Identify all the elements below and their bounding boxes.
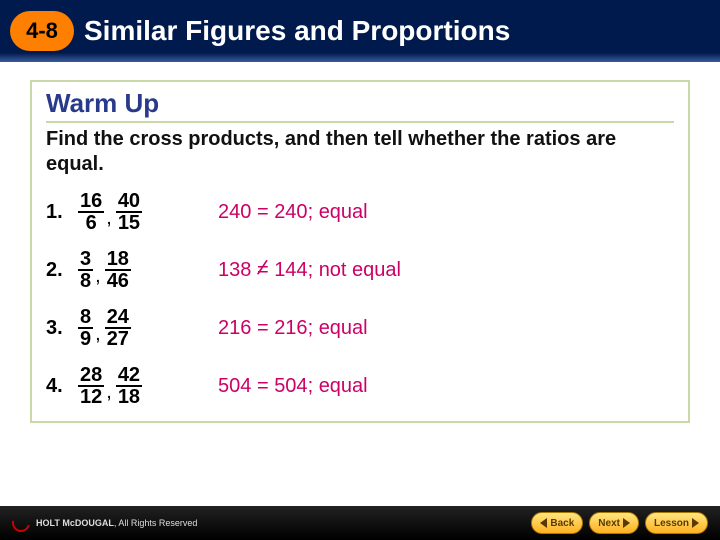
- back-label: Back: [550, 518, 574, 529]
- relation: =: [257, 201, 269, 223]
- relation: =: [257, 375, 269, 397]
- numerator: 28: [78, 365, 104, 387]
- fraction: 28 12: [78, 365, 104, 407]
- next-label: Next: [598, 518, 620, 529]
- problem-row: 1. 16 6 , 40 15 240 = 240; equal: [46, 191, 674, 233]
- fraction: 40 15: [116, 191, 142, 233]
- fraction: 24 27: [105, 307, 131, 349]
- problem-ratios: 8 9 , 24 27: [78, 307, 218, 349]
- content-panel: Warm Up Find the cross products, and the…: [30, 80, 690, 423]
- separator: ,: [106, 365, 112, 404]
- answer-right: 240: [274, 201, 307, 223]
- problem-number: 1.: [46, 201, 78, 224]
- denominator: 46: [105, 271, 131, 291]
- answer-right: 504: [274, 375, 307, 397]
- publisher-logo-icon: [9, 511, 34, 536]
- fraction: 8 9: [78, 307, 93, 349]
- instruction-text: Find the cross products, and then tell w…: [46, 127, 674, 177]
- problem-answer: 240 = 240; equal: [218, 201, 368, 224]
- verdict: equal: [319, 375, 368, 397]
- numerator: 24: [105, 307, 131, 329]
- answer-left: 240: [218, 201, 251, 223]
- denominator: 15: [116, 213, 142, 233]
- answer-left: 216: [218, 317, 251, 339]
- numerator: 3: [78, 249, 93, 271]
- back-button[interactable]: Back: [531, 512, 583, 534]
- problem-ratios: 16 6 , 40 15: [78, 191, 218, 233]
- problem-ratios: 28 12 , 42 18: [78, 365, 218, 407]
- publisher-name: HOLT McDOUGAL: [36, 518, 114, 528]
- numerator: 42: [116, 365, 142, 387]
- chevron-left-icon: [540, 518, 547, 528]
- relation: =/: [257, 259, 269, 282]
- separator: ,: [95, 249, 101, 288]
- answer-right: 144: [274, 259, 307, 281]
- lesson-number-badge: 4-8: [10, 11, 74, 51]
- denominator: 9: [78, 329, 93, 349]
- problem-row: 4. 28 12 , 42 18 504 = 504; equal: [46, 365, 674, 407]
- relation: =: [257, 317, 269, 339]
- verdict: equal: [319, 201, 368, 223]
- problem-answer: 504 = 504; equal: [218, 375, 368, 398]
- lesson-label: Lesson: [654, 518, 689, 529]
- fraction: 16 6: [78, 191, 104, 233]
- next-button[interactable]: Next: [589, 512, 639, 534]
- denominator: 12: [78, 387, 104, 407]
- copyright-text: All Rights Reserved: [118, 518, 197, 528]
- answer-left: 138: [218, 259, 251, 281]
- denominator: 6: [84, 213, 99, 233]
- numerator: 18: [105, 249, 131, 271]
- problem-answer: 138 =/ 144; not equal: [218, 259, 401, 282]
- footer-bar: HOLT McDOUGAL, All Rights Reserved Back …: [0, 506, 720, 540]
- answer-right: 216: [274, 317, 307, 339]
- numerator: 16: [78, 191, 104, 213]
- chevron-right-icon: [623, 518, 630, 528]
- chevron-right-icon: [692, 518, 699, 528]
- lesson-button[interactable]: Lesson: [645, 512, 708, 534]
- lesson-header: 4-8 Similar Figures and Proportions: [0, 0, 720, 62]
- separator: ,: [95, 307, 101, 346]
- fraction: 42 18: [116, 365, 142, 407]
- answer-left: 504: [218, 375, 251, 397]
- problem-list: 1. 16 6 , 40 15 240 = 240; equal 2.: [46, 191, 674, 407]
- verdict: not equal: [319, 259, 401, 281]
- lesson-title: Similar Figures and Proportions: [84, 15, 510, 47]
- denominator: 8: [78, 271, 93, 291]
- problem-number: 2.: [46, 259, 78, 282]
- problem-row: 2. 3 8 , 18 46 138 =/ 144; not equal: [46, 249, 674, 291]
- numerator: 40: [116, 191, 142, 213]
- problem-answer: 216 = 216; equal: [218, 317, 368, 340]
- section-heading: Warm Up: [46, 88, 674, 123]
- problem-row: 3. 8 9 , 24 27 216 = 216; equal: [46, 307, 674, 349]
- copyright: HOLT McDOUGAL, All Rights Reserved: [12, 514, 197, 532]
- nav-buttons: Back Next Lesson: [531, 512, 708, 534]
- denominator: 27: [105, 329, 131, 349]
- fraction: 3 8: [78, 249, 93, 291]
- problem-number: 4.: [46, 375, 78, 398]
- verdict: equal: [319, 317, 368, 339]
- denominator: 18: [116, 387, 142, 407]
- fraction: 18 46: [105, 249, 131, 291]
- problem-ratios: 3 8 , 18 46: [78, 249, 218, 291]
- problem-number: 3.: [46, 317, 78, 340]
- numerator: 8: [78, 307, 93, 329]
- separator: ,: [106, 191, 112, 230]
